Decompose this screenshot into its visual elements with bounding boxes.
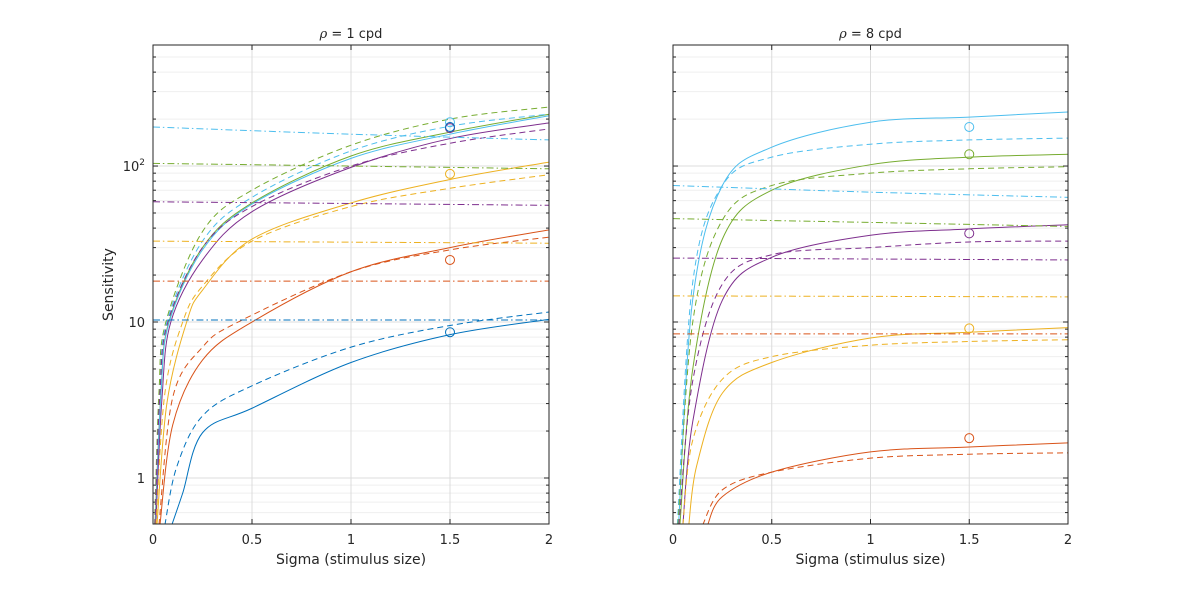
series-line-purple-dashed: [678, 240, 1068, 524]
series-line-yellow-solid: [156, 161, 549, 524]
series-line-cyan-dashdot: [153, 126, 549, 141]
axes-box: [672, 44, 1069, 525]
data-marker-cyan: [964, 121, 975, 132]
x-tick-label: 1: [347, 533, 355, 548]
series-line-yellow-dashed: [682, 339, 1068, 524]
series-group: [153, 106, 549, 524]
series-line-green-dashed: [154, 106, 549, 524]
x-axis-label: Sigma (stimulus size): [276, 552, 426, 568]
y-axis-label: Sensitivity: [101, 248, 117, 321]
title-symbol: ρ: [319, 27, 328, 42]
series-line-green-solid: [679, 153, 1068, 524]
series-line-cyan-solid: [678, 111, 1068, 524]
title-text: = 1 cpd: [327, 27, 382, 42]
series-line-purple-solid: [155, 122, 549, 524]
data-marker-green: [964, 149, 975, 160]
y-tick-base: 10: [123, 160, 140, 175]
series-line-yellow-dashed: [155, 174, 549, 524]
data-marker-yellow: [964, 323, 975, 334]
series-line-purple-dashed: [154, 128, 549, 524]
series-line-orange-dashed: [702, 452, 1068, 524]
series-line-orange-solid: [707, 442, 1068, 524]
series-line-yellow-dashdot: [153, 240, 549, 244]
y-tick-exponent: 2: [139, 158, 145, 168]
data-marker-purple: [964, 228, 975, 239]
series-line-purple-dashdot: [153, 201, 549, 206]
axes-title: ρ = 1 cpd: [319, 27, 383, 42]
x-tick-label: 0.5: [242, 533, 263, 548]
x-tick-label: 1: [866, 533, 874, 548]
series-line-blue-solid: [171, 318, 549, 524]
series-line-green-dashdot: [153, 162, 549, 170]
data-marker-orange: [964, 433, 975, 444]
series-line-orange-dashed: [158, 236, 549, 524]
x-tick-label: 1.5: [440, 533, 461, 548]
data-marker-blue: [445, 327, 455, 338]
x-tick-label: 0: [669, 533, 677, 548]
series-line-cyan-dashdot: [673, 185, 1068, 198]
axes-rho-8-cpd: 0 0.5 1 1.5 2 ρ = 8 cpd Sigma (stimulus size): [669, 27, 1072, 568]
data-marker-orange: [445, 254, 455, 265]
y-tick-label: 10: [128, 316, 145, 331]
series-line-green-dashed: [677, 166, 1068, 524]
axes-title: ρ = 8 cpd: [838, 27, 902, 42]
title-symbol: ρ: [838, 27, 847, 42]
x-tick-label: 0: [149, 533, 157, 548]
axes-box: [152, 44, 550, 525]
x-tick-label: 2: [545, 533, 553, 548]
series-line-green-dashdot: [673, 218, 1068, 227]
data-marker-blue: [445, 121, 455, 132]
x-axis-label: Sigma (stimulus size): [795, 552, 945, 568]
y-tick-base: 10: [128, 316, 145, 331]
series-group: [673, 111, 1068, 524]
series-line-yellow-solid: [688, 327, 1068, 524]
y-tick-label: 1: [137, 472, 145, 487]
x-tick-label: 1.5: [959, 533, 980, 548]
series-line-yellow-dashdot: [673, 295, 1068, 298]
title-text: = 8 cpd: [847, 27, 902, 42]
data-marker-cyan: [445, 117, 455, 128]
data-marker-yellow: [445, 168, 455, 179]
x-tick-label: 2: [1064, 533, 1072, 548]
series-line-blue-dashed: [164, 311, 549, 524]
x-tick-label: 0.5: [761, 533, 782, 548]
series-line-cyan-dashed: [676, 137, 1068, 524]
series-line-purple-dashdot: [673, 257, 1068, 261]
series-line-orange-solid: [159, 229, 549, 524]
y-tick-base: 1: [137, 472, 145, 487]
y-tick-label: 102: [123, 158, 145, 175]
